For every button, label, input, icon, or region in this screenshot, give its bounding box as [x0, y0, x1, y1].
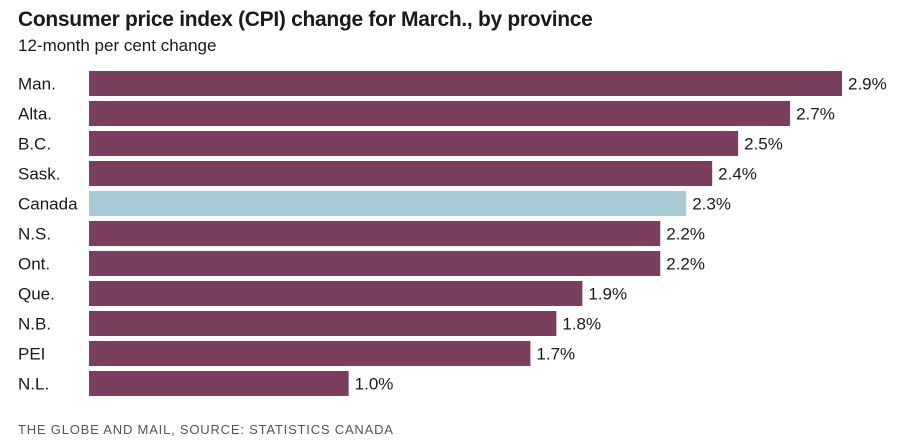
value-label: 2.3%: [692, 195, 731, 214]
bar-ont: [89, 251, 661, 276]
category-label: B.C.: [18, 135, 51, 154]
category-label: N.S.: [18, 225, 51, 244]
bar-canada: [89, 191, 687, 216]
bar-alta: [89, 101, 791, 126]
value-label: 1.9%: [588, 285, 627, 304]
value-label: 2.2%: [666, 225, 705, 244]
category-label: Sask.: [18, 165, 61, 184]
category-label: Man.: [18, 75, 56, 94]
category-label: Ont.: [18, 255, 50, 274]
bar-nb: [89, 311, 557, 336]
value-label: 2.2%: [666, 255, 705, 274]
value-label: 1.7%: [536, 345, 575, 364]
chart-title: Consumer price index (CPI) change for Ma…: [18, 8, 593, 31]
category-label: Que.: [18, 285, 55, 304]
bar-man: [89, 71, 842, 96]
value-label: 2.7%: [796, 105, 835, 124]
source-note: THE GLOBE AND MAIL, SOURCE: STATISTICS C…: [18, 422, 394, 437]
category-label: PEI: [18, 345, 45, 364]
bar-que: [89, 281, 583, 306]
chart-subtitle: 12-month per cent change: [18, 36, 217, 55]
category-label: Alta.: [18, 105, 52, 124]
value-label: 2.4%: [718, 165, 757, 184]
bar-bc: [89, 131, 739, 156]
bar-sask: [89, 161, 713, 186]
bar-nl: [89, 371, 349, 396]
bar-pei: [89, 341, 531, 366]
value-label: 2.5%: [744, 135, 783, 154]
value-label: 1.0%: [355, 375, 394, 394]
bar-ns: [89, 221, 661, 246]
value-label: 2.9%: [848, 75, 887, 94]
category-label: N.B.: [18, 315, 51, 334]
category-label: N.L.: [18, 375, 49, 394]
category-label: Canada: [18, 195, 78, 214]
value-label: 1.8%: [562, 315, 601, 334]
